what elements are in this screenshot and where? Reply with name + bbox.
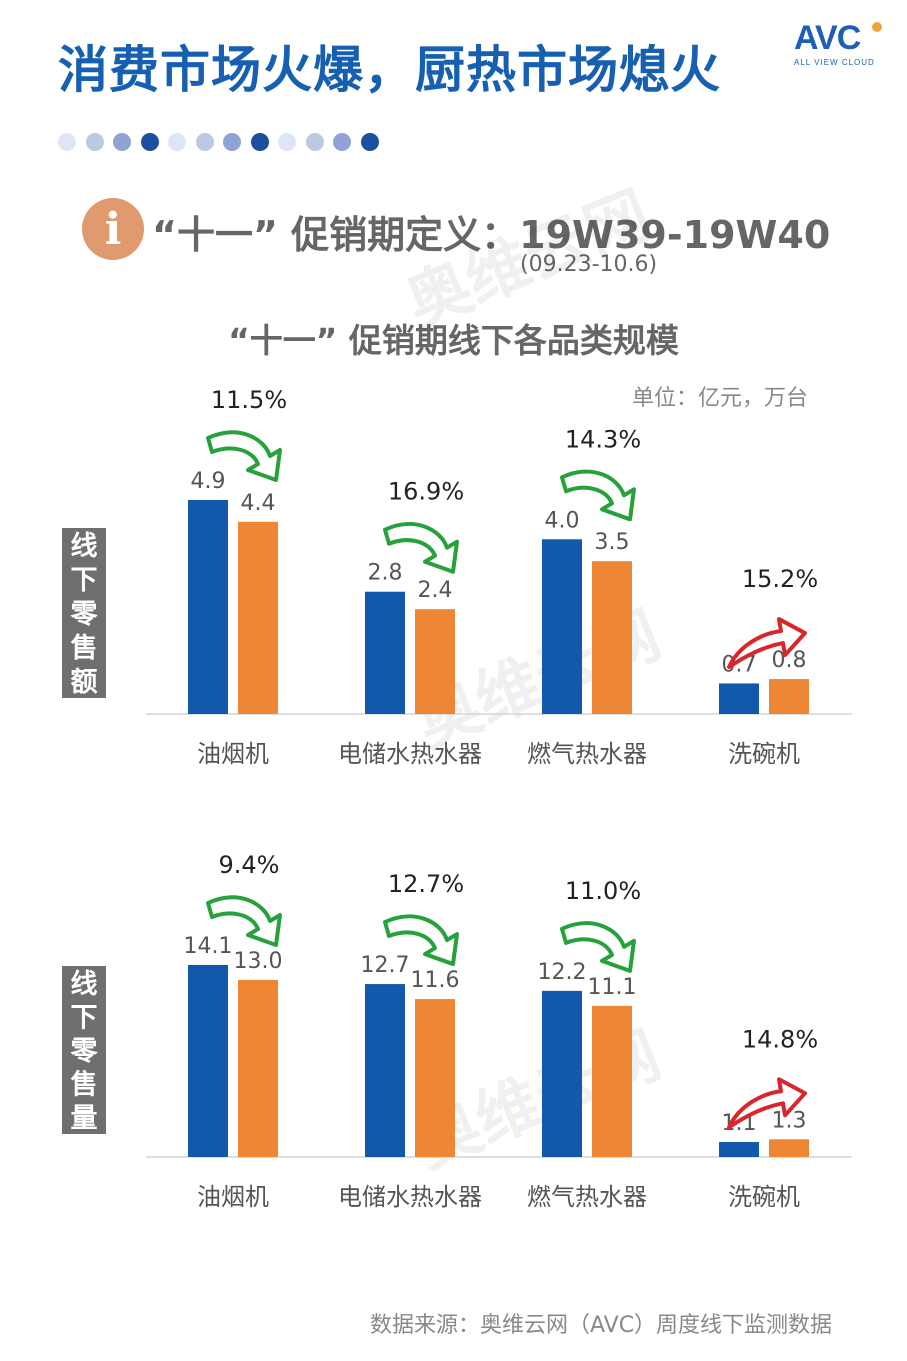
data-label: 12.7 xyxy=(361,953,410,978)
panel-label-char: 下 xyxy=(71,1002,98,1033)
trend-down-arrow-icon xyxy=(383,914,459,967)
panel-label-box xyxy=(62,966,106,1134)
decorative-dot xyxy=(195,133,214,151)
panel-label-char: 线 xyxy=(71,531,98,562)
decorative-dot xyxy=(250,133,269,151)
change-percent: 14.3% xyxy=(565,425,641,453)
logo-subtitle: ALL VIEW CLOUD xyxy=(794,58,875,67)
decorative-dot xyxy=(85,133,104,151)
data-label: 4.9 xyxy=(191,469,226,494)
change-percent: 14.8% xyxy=(742,1025,818,1053)
data-label: 11.1 xyxy=(588,975,637,1000)
unit-label: 单位：亿元，万台 xyxy=(632,386,809,411)
logo-mark: AVC xyxy=(794,19,861,57)
bar-series-b xyxy=(592,561,632,714)
category-label: 洗碗机 xyxy=(728,1183,800,1211)
change-percent: 16.9% xyxy=(388,478,464,506)
bar-series-b xyxy=(415,999,455,1157)
panel-label-char: 额 xyxy=(71,667,98,698)
bar-series-a xyxy=(542,990,582,1157)
decorative-dot xyxy=(168,133,186,151)
decorative-dot xyxy=(278,133,296,151)
data-label: 12.2 xyxy=(538,960,587,985)
change-percent: 9.4% xyxy=(219,851,280,879)
data-label: 13.0 xyxy=(234,949,283,974)
trend-up-arrow-icon xyxy=(727,1077,807,1130)
trend-down-arrow-icon xyxy=(206,430,282,482)
category-label: 电储水热水器 xyxy=(338,1183,482,1211)
category-label: 洗碗机 xyxy=(728,740,800,768)
bar-series-a xyxy=(188,965,228,1157)
page-title: 消费市场火爆，厨热市场熄火 xyxy=(58,41,721,99)
change-percent: 11.5% xyxy=(211,386,287,414)
category-label: 油烟机 xyxy=(197,740,269,768)
trend-up-arrow-icon xyxy=(727,617,807,670)
bar-series-b xyxy=(238,979,278,1157)
promotion-definition: “十一” 促销期定义：19W39-19W40 xyxy=(152,213,831,257)
trend-down-arrow-icon xyxy=(560,921,636,973)
category-label: 电储水热水器 xyxy=(338,740,482,768)
data-label: 14.1 xyxy=(184,934,233,959)
decorative-dot xyxy=(360,133,379,151)
info-icon: i xyxy=(82,198,144,260)
decorative-dot xyxy=(113,133,131,151)
data-label: 2.8 xyxy=(368,561,403,586)
decorative-dot xyxy=(333,133,351,151)
bar-series-a xyxy=(719,683,759,714)
category-label: 燃气热水器 xyxy=(527,740,647,768)
category-label: 油烟机 xyxy=(197,1183,269,1211)
change-percent: 12.7% xyxy=(388,870,464,898)
bar-series-b xyxy=(769,1139,809,1157)
logo-dot-icon xyxy=(872,22,882,32)
chart-title: “十一” 促销期线下各品类规模 xyxy=(228,321,679,360)
panel-label-char: 售 xyxy=(71,1069,98,1101)
data-label: 11.6 xyxy=(411,968,460,993)
bar-series-b xyxy=(769,679,809,714)
avc-logo: AVC ALL VIEW CLOUD xyxy=(794,20,894,67)
bar-series-b xyxy=(592,1005,632,1157)
panel-label-char: 零 xyxy=(70,599,99,630)
data-source: 数据来源：奥维云网（AVC）周度线下监测数据 xyxy=(370,1313,833,1338)
change-percent: 15.2% xyxy=(742,565,818,593)
bar-series-a xyxy=(188,500,228,714)
bar-series-a xyxy=(365,984,405,1157)
panel-label-box xyxy=(62,528,106,698)
data-label: 4.4 xyxy=(241,491,276,516)
data-label: 4.0 xyxy=(545,508,580,533)
decorative-dot xyxy=(223,133,241,151)
bar-series-a xyxy=(365,591,405,714)
panel-label-char: 线 xyxy=(71,969,98,1000)
category-label: 燃气热水器 xyxy=(527,1183,647,1211)
trend-down-arrow-icon xyxy=(383,522,459,574)
change-percent: 11.0% xyxy=(565,877,641,905)
promotion-dates: (09.23-10.6) xyxy=(520,252,658,277)
bar-series-b xyxy=(238,521,278,714)
panel-label-char: 零 xyxy=(70,1036,99,1067)
data-label: 2.4 xyxy=(418,578,453,603)
bar-series-a xyxy=(719,1142,759,1157)
bar-series-b xyxy=(415,609,455,714)
bar-series-a xyxy=(542,539,582,714)
decorative-dot xyxy=(140,133,159,151)
panel-label-char: 量 xyxy=(71,1103,98,1134)
trend-down-arrow-icon xyxy=(206,895,282,947)
decorative-dot xyxy=(305,133,324,151)
decorative-dot xyxy=(58,133,76,151)
data-label: 3.5 xyxy=(595,530,630,555)
trend-down-arrow-icon xyxy=(560,469,636,522)
panel-label-char: 售 xyxy=(71,632,98,664)
panel-label-char: 下 xyxy=(71,565,98,596)
